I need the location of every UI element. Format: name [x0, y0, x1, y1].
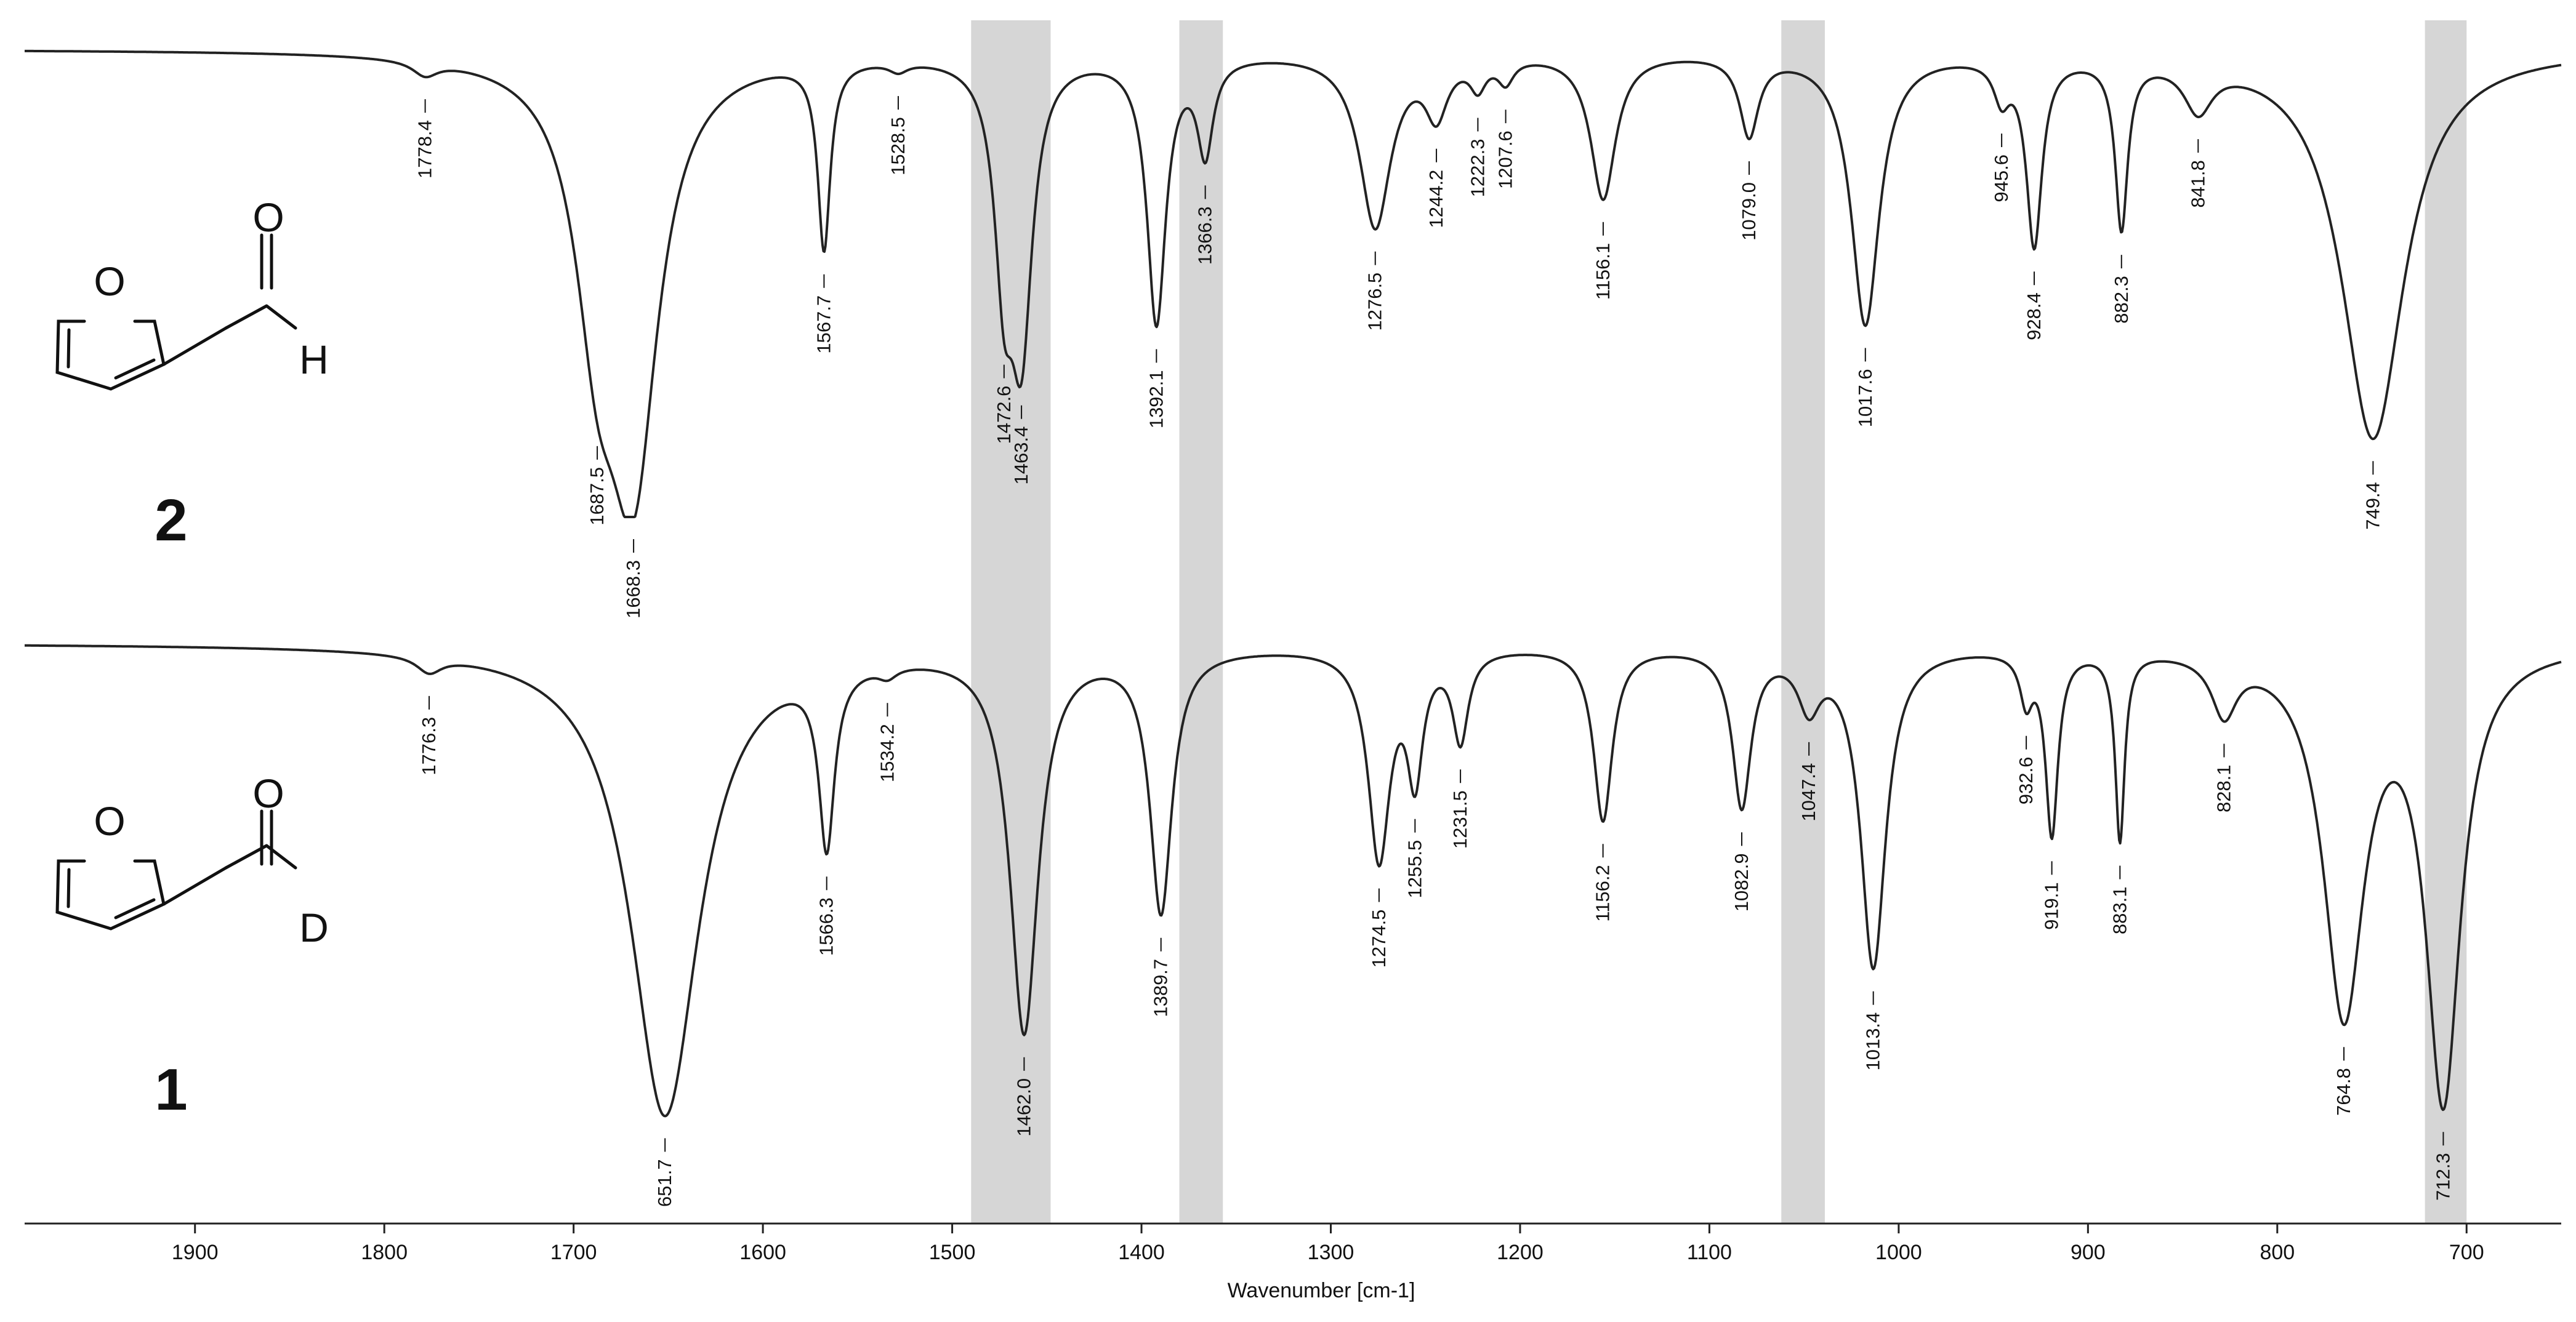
peak-label-2-749.4: 749.4 [2362, 482, 2383, 530]
structure-furfural-d: O O D 1 [55, 771, 329, 1123]
peak-label-2-841.8: 841.8 [2187, 160, 2208, 208]
x-tick-label-1200: 1200 [1497, 1241, 1544, 1264]
x-axis-title: Wavenumber [cm-1] [1228, 1279, 1415, 1302]
ring-double-bond-right [114, 898, 156, 919]
ring-double-bond-left [66, 328, 71, 369]
spectrum-2: 1778.4 1687.5 1668.3 1567.7 1528.5 1472.61463… [24, 49, 2562, 619]
peak-label-2-1222.3: 1222.3 [1467, 138, 1488, 197]
furan-ring [55, 319, 166, 391]
structure-furfural: O O H 2 [55, 194, 329, 553]
peak-label-2-882.3: 882.3 [2111, 276, 2132, 324]
spectrum-2-peak-labels: 1778.4 1687.5 1668.3 1567.7 1528.5 1472.61463… [414, 96, 2383, 619]
spectrum-1-trace [24, 644, 2562, 1118]
peak-label-2-1017.6: 1017.6 [1854, 369, 1876, 427]
x-tick-label-1100: 1100 [1687, 1241, 1732, 1264]
compound-1-number: 1 [155, 1057, 187, 1123]
peak-label-2-1156.1: 1156.1 [1592, 243, 1614, 300]
peak-label-1-932.6: 932.6 [2015, 757, 2037, 805]
peak-label-2-1392.1: 1392.1 [1145, 370, 1167, 428]
ring-oxygen-label: O [94, 258, 125, 304]
x-tick-label-700: 700 [2449, 1241, 2484, 1264]
peak-label-1-712.3: 712.3 [2432, 1153, 2453, 1201]
peak-label-2-1567.7: 1567.7 [813, 295, 834, 354]
x-axis-ticks: 1900 1800 1700 1600 1500 1400 1300 1200 1100 1000… [172, 1224, 2484, 1264]
peak-label-2-1276.5: 1276.5 [1364, 273, 1386, 331]
highlight-band-3 [1781, 20, 1825, 1224]
carbonyl-double-bond [260, 233, 273, 290]
aldehyde-bond [162, 326, 228, 366]
aldehyde-c-h-bond [224, 304, 297, 330]
aldehyde-c-d-bond [224, 844, 297, 870]
x-tick-label-1900: 1900 [172, 1241, 219, 1264]
peak-label-2-1778.4: 1778.4 [414, 120, 436, 178]
peak-label-1-1082.9: 1082.9 [1731, 853, 1752, 911]
substituent-h-label: H [299, 337, 329, 382]
peak-label-2-928.4: 928.4 [2023, 292, 2045, 340]
x-tick-label-1300: 1300 [1308, 1241, 1354, 1264]
peak-label-1-651.7: 651.7 [654, 1159, 675, 1207]
peak-label-1-1462.0: 1462.0 [1013, 1078, 1034, 1137]
peak-label-1-1013.4: 1013.4 [1862, 1012, 1884, 1071]
peak-label-1-883.1: 883.1 [2109, 887, 2130, 935]
x-tick-label-1000: 1000 [1875, 1241, 1922, 1264]
peak-label-1-1274.5: 1274.5 [1368, 910, 1390, 968]
peak-label-2-1668.3: 1668.3 [622, 560, 644, 619]
ring-double-bond-left [66, 868, 71, 908]
ring-double-bond-right [114, 358, 156, 380]
x-tick-label-1700: 1700 [550, 1241, 597, 1264]
ring-oxygen-label: O [94, 798, 125, 844]
spectrum-2-trace [24, 49, 2562, 518]
carbonyl-oxygen-label: O [252, 771, 284, 816]
peak-label-1-1156.2: 1156.2 [1592, 865, 1614, 922]
peak-label-1-1566.3: 1566.3 [816, 897, 837, 956]
x-axis: 1900 1800 1700 1600 1500 1400 1300 1200 1100 1000… [25, 1222, 2561, 1302]
substituent-d-label: D [299, 905, 329, 950]
peak-label-1-828.1: 828.1 [2213, 764, 2234, 812]
highlight-band-4 [2425, 20, 2467, 1224]
spectrum-1: 1776.3 651.7 1566.3 1534.2 1462.0 1389.7 1274.… [24, 644, 2562, 1207]
peak-label-2-1687.5: 1687.5 [586, 467, 608, 526]
carbonyl-double-bond [260, 809, 273, 866]
highlight-bands [971, 20, 2467, 1224]
peak-label-2-1207.6: 1207.6 [1495, 130, 1516, 189]
peak-label-1-919.1: 919.1 [2041, 882, 2063, 930]
carbonyl-oxygen-label: O [252, 194, 284, 240]
peak-label-2-1472.6: 1472.6 [993, 386, 1015, 444]
peak-label-1-1534.2: 1534.2 [876, 724, 898, 782]
x-tick-label-1800: 1800 [361, 1241, 408, 1264]
peak-label-2-945.6: 945.6 [1990, 154, 2012, 202]
peak-label-2-1079.0: 1079.0 [1738, 182, 1760, 241]
x-tick-label-1600: 1600 [739, 1241, 786, 1264]
compound-2-number: 2 [155, 487, 187, 553]
highlight-band-2 [1179, 20, 1223, 1224]
x-tick-label-900: 900 [2071, 1241, 2106, 1264]
peak-label-2-1244.2: 1244.2 [1425, 170, 1447, 228]
peak-label-2-1528.5: 1528.5 [887, 117, 909, 175]
peak-label-1-1047.4: 1047.4 [1798, 763, 1819, 822]
peak-label-1-1776.3: 1776.3 [418, 717, 440, 775]
peak-label-1-1389.7: 1389.7 [1150, 959, 1172, 1017]
peak-label-1-764.8: 764.8 [2333, 1068, 2354, 1116]
x-tick-label-800: 800 [2260, 1241, 2295, 1264]
peak-label-2-1463.4: 1463.4 [1010, 427, 1032, 485]
aldehyde-bond [162, 866, 228, 906]
peak-label-1-1231.5: 1231.5 [1449, 790, 1471, 849]
peak-label-1-1255.5: 1255.5 [1404, 840, 1425, 899]
x-tick-label-1400: 1400 [1118, 1241, 1165, 1264]
peak-label-2-1366.3: 1366.3 [1194, 206, 1216, 265]
highlight-band-1 [971, 20, 1051, 1224]
spectrum-1-peak-labels: 1776.3 651.7 1566.3 1534.2 1462.0 1389.7 1274.… [418, 695, 2453, 1207]
furan-ring [55, 859, 166, 931]
x-tick-label-1500: 1500 [929, 1241, 976, 1264]
